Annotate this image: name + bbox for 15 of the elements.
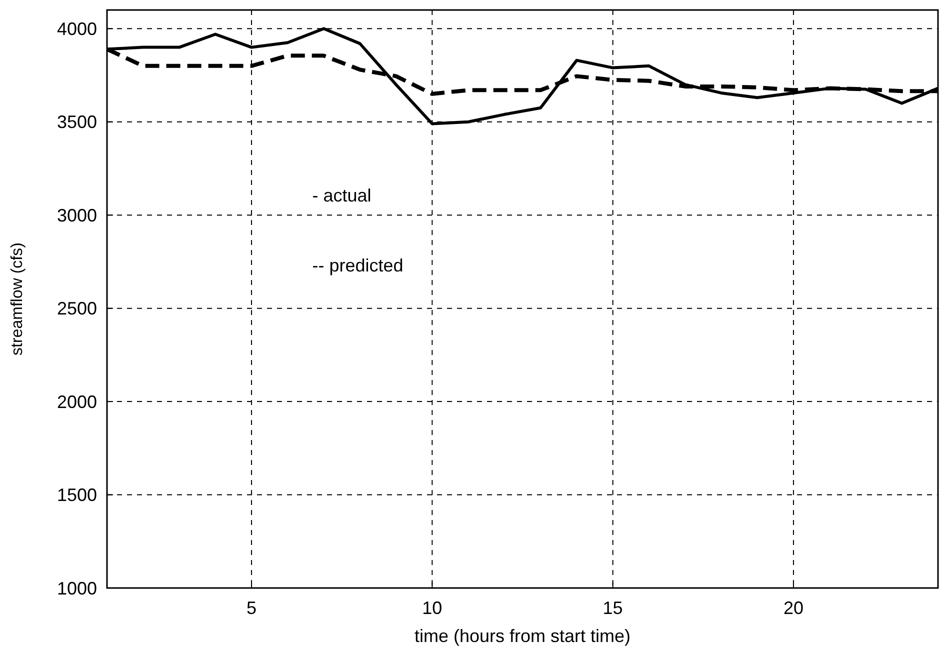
x-tick-label: 5: [246, 598, 257, 618]
x-tick-label: 20: [783, 598, 804, 618]
annotation: -- predicted: [312, 255, 404, 276]
y-tick-label: 1500: [56, 485, 97, 506]
y-tick-label: 1000: [56, 578, 97, 598]
y-tick-label: 2000: [56, 392, 97, 412]
x-tick-label: 15: [602, 598, 623, 618]
y-tick-label: 3000: [56, 205, 97, 226]
x-tick-label: 10: [422, 598, 442, 618]
y-axis-title: streamflow (cfs): [9, 242, 26, 356]
y-tick-label: 2500: [56, 298, 97, 319]
x-axis-title: time (hours from start time): [414, 626, 631, 646]
annotation: - actual: [312, 185, 372, 206]
y-tick-label: 4000: [56, 18, 97, 39]
y-tick-label: 3500: [56, 112, 97, 132]
